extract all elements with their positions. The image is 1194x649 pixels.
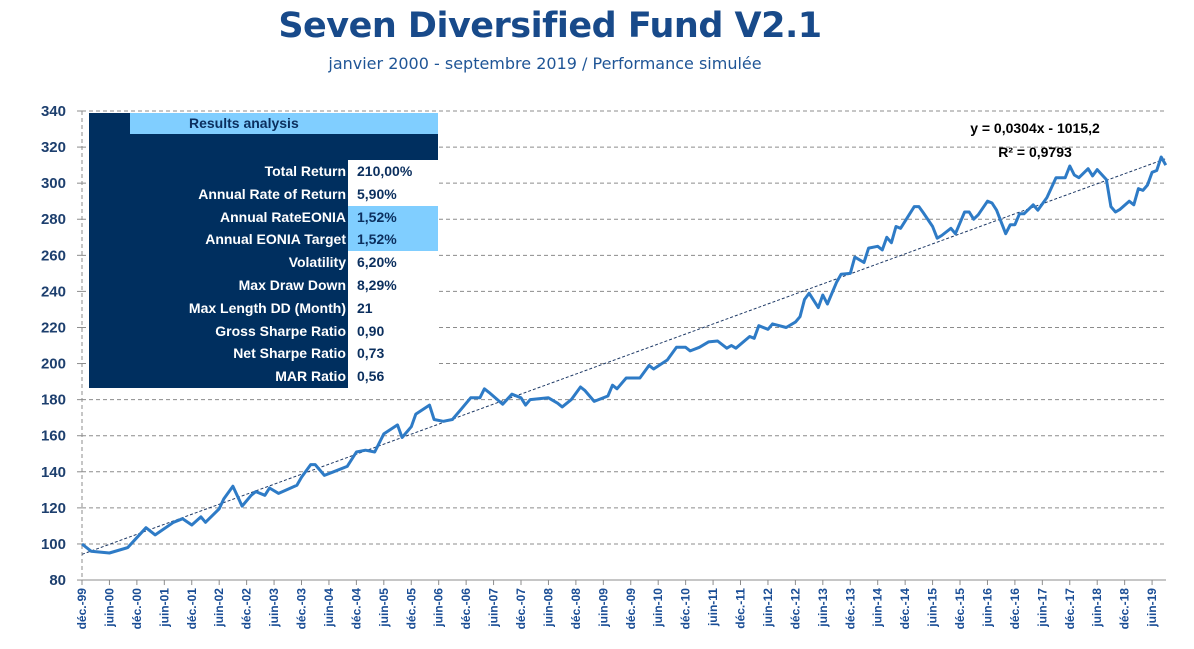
x-tick-label: déc.-18 bbox=[1118, 588, 1132, 630]
y-tick-label: 220 bbox=[41, 319, 66, 336]
x-tick-label: déc.-17 bbox=[1063, 588, 1077, 630]
results-row: Max Draw Down 8,29% bbox=[89, 274, 438, 297]
x-tick-label: déc.-09 bbox=[624, 588, 638, 630]
results-row-label: Annual Rate of Return bbox=[198, 185, 346, 202]
y-tick-label: 340 bbox=[41, 103, 66, 120]
x-tick-label: juin-16 bbox=[980, 588, 994, 628]
results-row: Annual EONIA Target 1,52% bbox=[89, 228, 438, 252]
x-tick-label: juin-09 bbox=[596, 588, 610, 628]
gridlines bbox=[82, 110, 1166, 545]
x-tick-label: juin-17 bbox=[1035, 588, 1049, 628]
results-row-label: Net Sharpe Ratio bbox=[233, 345, 346, 362]
x-tick-label: juin-14 bbox=[871, 588, 885, 628]
x-tick-label: juin-19 bbox=[1145, 588, 1159, 628]
y-tick-label: 120 bbox=[41, 500, 66, 517]
results-row: Volatility 6,20% bbox=[89, 251, 438, 275]
x-tick-label: juin-10 bbox=[651, 588, 665, 628]
chart-title: Seven Diversified Fund V2.1 bbox=[278, 6, 822, 46]
y-tick-label: 200 bbox=[41, 356, 66, 373]
x-tick-label: juin-00 bbox=[102, 588, 116, 628]
y-tick-label: 100 bbox=[41, 536, 66, 553]
results-row-value: 5,90% bbox=[348, 182, 438, 206]
results-row-label: Gross Sharpe Ratio bbox=[215, 322, 346, 339]
results-row: Gross Sharpe Ratio 0,90 bbox=[89, 319, 438, 343]
x-tick-label: déc.-08 bbox=[569, 588, 583, 630]
x-tick-label: juin-03 bbox=[267, 588, 281, 628]
x-tick-label: juin-13 bbox=[816, 588, 830, 628]
y-tick-label: 300 bbox=[41, 175, 66, 192]
x-axis-ticks: déc.-99 juin-00 déc.-00 juin-01 déc.-01 juin-… bbox=[75, 580, 1159, 629]
x-tick-label: déc.-00 bbox=[130, 588, 144, 630]
trendline-equation: y = 0,0304x - 1015,2 bbox=[970, 120, 1100, 136]
x-tick-label: déc.-03 bbox=[295, 588, 309, 630]
x-tick-label: déc.-15 bbox=[953, 588, 967, 630]
results-row: Net Sharpe Ratio 0,73 bbox=[89, 342, 438, 366]
x-tick-label: déc.-07 bbox=[514, 588, 528, 630]
trendline-r2: R² = 0,9793 bbox=[998, 144, 1072, 160]
series-line bbox=[81, 155, 1168, 555]
axes bbox=[81, 111, 1166, 581]
x-tick-label: déc.-11 bbox=[734, 588, 748, 629]
x-tick-label: déc.-12 bbox=[788, 588, 802, 630]
results-row-value: 210,00% bbox=[348, 160, 438, 183]
results-row-value: 8,29% bbox=[348, 274, 438, 297]
x-tick-label: déc.-05 bbox=[404, 588, 418, 630]
x-tick-label: juin-08 bbox=[541, 588, 555, 628]
results-row-value: 21 bbox=[348, 296, 438, 320]
y-tick-label: 280 bbox=[41, 211, 66, 228]
y-tick-label: 240 bbox=[41, 283, 66, 300]
x-tick-label: juin-05 bbox=[377, 588, 391, 628]
results-row: Annual RateEONIA 1,52% bbox=[89, 205, 438, 229]
x-tick-label: juin-04 bbox=[322, 588, 336, 628]
results-row-value: 1,52% bbox=[348, 228, 438, 252]
x-tick-label: déc.-99 bbox=[75, 588, 89, 630]
results-row-value: 0,56 bbox=[348, 365, 438, 389]
results-row: MAR Ratio 0,56 bbox=[89, 365, 438, 389]
x-tick-label: déc.-01 bbox=[185, 588, 199, 630]
results-row-label: Max Draw Down bbox=[238, 277, 346, 293]
y-tick-label: 260 bbox=[41, 247, 66, 264]
x-tick-label: déc.-02 bbox=[240, 588, 254, 630]
results-row-label: Total Return bbox=[264, 163, 346, 179]
results-row-label: Annual RateEONIA bbox=[219, 208, 346, 225]
results-row: Total Return 210,00% bbox=[89, 160, 438, 183]
x-tick-label: déc.-04 bbox=[349, 588, 363, 630]
x-tick-label: déc.-14 bbox=[898, 588, 912, 630]
results-analysis-table: Results analysis Total Return 210,00% Annu… bbox=[89, 113, 438, 389]
x-tick-label: juin-18 bbox=[1090, 588, 1104, 628]
results-row-label: Max Length DD (Month) bbox=[188, 299, 346, 316]
y-axis-ticks: 80 100 120 140 160 180 200 220 240 260 280 300 320 34… bbox=[41, 103, 82, 589]
results-row: Max Length DD (Month) 21 bbox=[89, 296, 438, 320]
results-row-label: MAR Ratio bbox=[275, 368, 346, 385]
x-tick-label: déc.-13 bbox=[843, 588, 857, 630]
series-points bbox=[81, 156, 1166, 554]
x-tick-label: déc.-16 bbox=[1008, 588, 1022, 630]
x-tick-label: juin-02 bbox=[212, 588, 226, 628]
results-row-label: Annual EONIA Target bbox=[205, 231, 346, 248]
y-tick-label: 80 bbox=[49, 572, 66, 589]
results-row-value: 0,73 bbox=[348, 342, 438, 366]
x-tick-label: déc.-06 bbox=[459, 588, 473, 630]
y-tick-label: 320 bbox=[41, 139, 66, 156]
chart-subtitle: janvier 2000 - septembre 2019 / Performa… bbox=[328, 54, 762, 73]
results-table-title: Results analysis bbox=[130, 113, 438, 134]
x-tick-label: juin-11 bbox=[706, 588, 720, 627]
results-row-value: 6,20% bbox=[348, 251, 438, 275]
trendline bbox=[81, 158, 1166, 555]
y-tick-label: 160 bbox=[41, 428, 66, 445]
x-tick-label: juin-06 bbox=[432, 588, 446, 628]
x-tick-label: déc.-10 bbox=[679, 588, 693, 630]
y-tick-label: 140 bbox=[41, 464, 66, 481]
results-row: Annual Rate of Return 5,90% bbox=[89, 182, 438, 206]
x-tick-label: juin-01 bbox=[157, 588, 171, 628]
x-tick-label: juin-15 bbox=[926, 588, 940, 628]
results-row-label: Volatility bbox=[288, 254, 346, 271]
results-row-value: 0,90 bbox=[348, 319, 438, 343]
results-row-value: 1,52% bbox=[348, 205, 438, 229]
x-tick-label: juin-12 bbox=[761, 588, 775, 628]
y-tick-label: 180 bbox=[41, 392, 66, 409]
x-tick-label: juin-07 bbox=[487, 588, 501, 628]
